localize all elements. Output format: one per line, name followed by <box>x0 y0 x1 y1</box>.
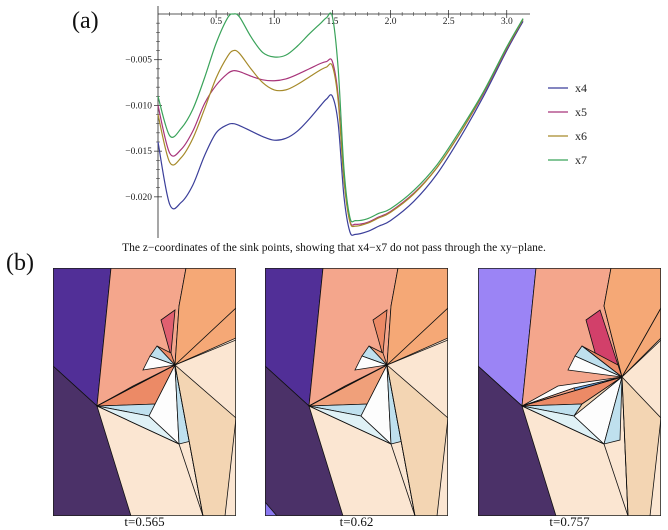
chart-axes: 0.5 1.0 1.5 2.0 2.5 3.0 −0.005 −0.010 −0.015 −0.0… <box>125 6 530 238</box>
figure-caption: The z−coordinates of the sink points, sh… <box>122 242 546 254</box>
snapshot-t0565 <box>53 268 236 516</box>
legend-label-x7: x7 <box>575 153 587 167</box>
panel-b-label: (b) <box>6 250 34 276</box>
edge-line <box>178 443 204 516</box>
snapshot-regions <box>265 268 448 516</box>
x-tick-label: 0.5 <box>210 17 222 27</box>
series-line-x5 <box>157 19 524 226</box>
legend-label-x6: x6 <box>575 129 587 143</box>
region-dark-purple <box>478 365 557 516</box>
snapshot-label: t=0.757 <box>549 514 590 529</box>
region-orange-2 <box>621 307 661 378</box>
snapshot-frame <box>478 268 661 516</box>
x-tick-label: 2.5 <box>443 17 455 27</box>
region-orange-2 <box>174 307 236 366</box>
snapshot-edges <box>521 376 629 516</box>
panel-a-label: (a) <box>72 8 99 34</box>
edge-line <box>308 364 388 407</box>
edge-line <box>174 364 204 516</box>
edge-line <box>521 405 605 445</box>
region-white-small <box>142 355 176 371</box>
x-tick-label: 1.5 <box>326 17 338 27</box>
snapshot-diagram <box>478 268 661 516</box>
x-tick-label: 2.0 <box>385 17 397 27</box>
edge-line <box>621 376 629 516</box>
snapshot-label: t=0.62 <box>339 514 374 529</box>
region-white-small <box>567 355 623 378</box>
edge-line <box>603 443 629 516</box>
legend-label-x4: x4 <box>575 81 587 95</box>
series-line-x6 <box>157 19 524 228</box>
snapshot-label: t=0.565 <box>124 514 165 529</box>
y-tick-label: −0.020 <box>125 193 152 203</box>
snapshot-t0757 <box>478 268 661 516</box>
snapshot-regions <box>53 268 236 516</box>
region-orange-2 <box>386 307 448 366</box>
edge-line <box>521 376 623 407</box>
snapshot-diagram <box>265 268 448 516</box>
line-chart: 0.5 1.0 1.5 2.0 2.5 3.0 −0.005 −0.010 −0.015 −0.0… <box>125 6 587 238</box>
snapshot-diagram <box>53 268 236 516</box>
snapshot-t062 <box>265 268 448 516</box>
x-tick-label: 3.0 <box>501 17 513 27</box>
chart-series <box>157 12 524 236</box>
snapshot-edges <box>96 364 204 516</box>
snapshot-frame <box>265 268 448 516</box>
region-dark-purple <box>265 365 344 516</box>
series-line-x4 <box>157 21 524 236</box>
snapshot-edges <box>308 364 416 516</box>
region-lilac-corner <box>265 501 278 516</box>
x-tick-label: 1.0 <box>268 17 280 27</box>
chart-legend: x4 x5 x6 x7 <box>548 81 587 167</box>
y-tick-label: −0.010 <box>125 101 152 111</box>
edge-line <box>96 405 180 445</box>
edge-line <box>96 364 176 407</box>
region-light-blue-2 <box>603 376 623 445</box>
region-dark-purple <box>53 365 132 516</box>
snapshot-frame <box>53 268 236 516</box>
legend-label-x5: x5 <box>575 105 587 119</box>
y-tick-label: −0.015 <box>125 147 152 157</box>
edge-line <box>386 364 416 516</box>
region-white-small <box>354 355 388 371</box>
edge-line <box>308 405 392 445</box>
series-line-x7 <box>157 12 524 223</box>
edge-line <box>390 443 416 516</box>
y-tick-label: −0.005 <box>125 56 152 66</box>
